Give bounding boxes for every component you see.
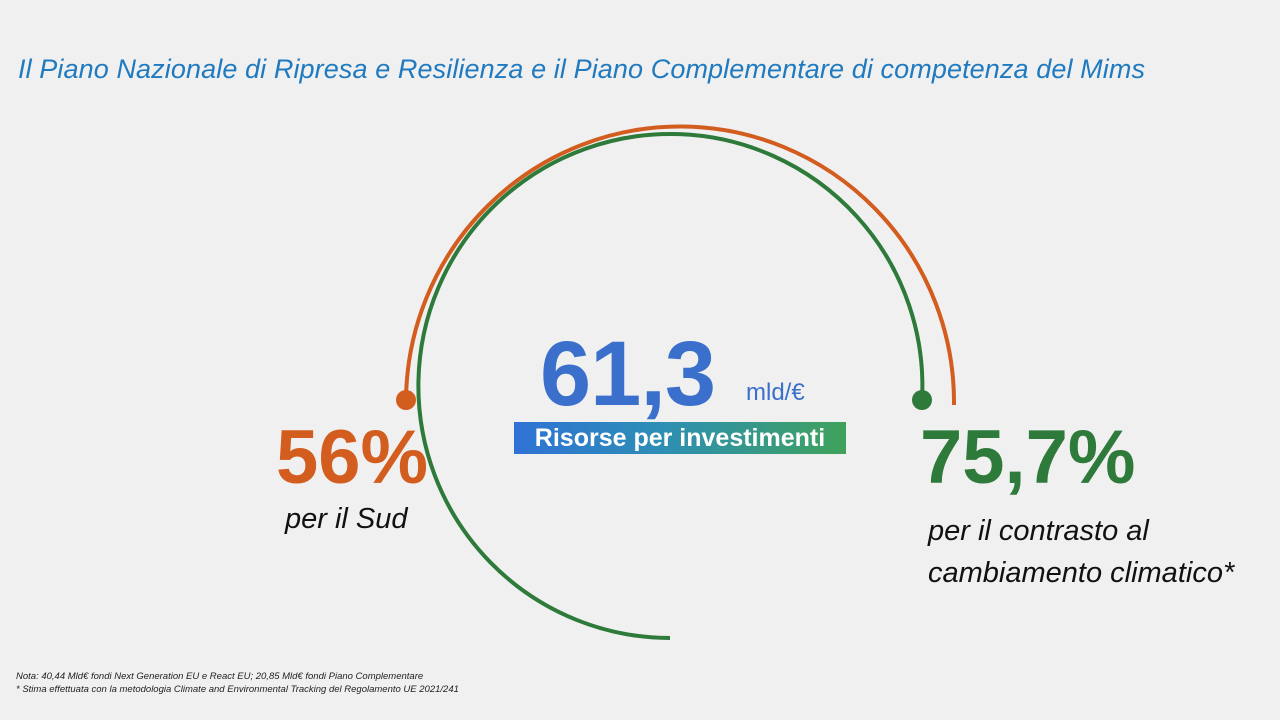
investments-banner: Risorse per investimenti: [514, 422, 846, 454]
total-unit: mld/€: [746, 379, 805, 406]
orange-dot: [396, 390, 416, 410]
orange-arc: [404, 124, 957, 406]
page-title: Il Piano Nazionale di Ripresa e Resilien…: [18, 54, 1146, 84]
total-amount: 61,3: [540, 323, 716, 425]
climate-label-line2: cambiamento climatico*: [928, 557, 1235, 589]
climate-percentage: 75,7%: [920, 415, 1136, 500]
footnote-1: Nota: 40,44 Mld€ fondi Next Generation E…: [16, 671, 424, 682]
footnote-2: * Stima effettuata con la metodologia Cl…: [16, 684, 459, 695]
sud-label: per il Sud: [285, 503, 408, 535]
green-dot: [912, 390, 932, 410]
footnotes: Nota: 40,44 Mld€ fondi Next Generation E…: [16, 670, 459, 696]
climate-label-line1: per il contrasto al: [928, 515, 1149, 547]
sud-percentage: 56%: [276, 415, 429, 500]
climate-label: per il contrasto al cambiamento climatic…: [928, 510, 1278, 594]
green-arc: [416, 132, 925, 640]
